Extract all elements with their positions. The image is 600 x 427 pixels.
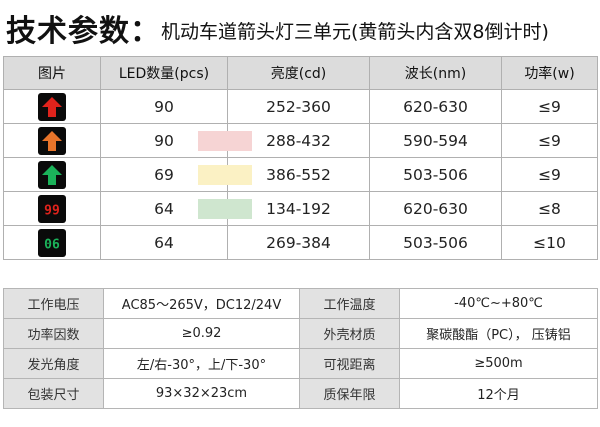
red-arrow-up-icon [38, 92, 66, 121]
table-row: 工作电压 AC85～265V，DC12/24V 工作温度 -40℃~+80℃ [3, 288, 598, 319]
table-row: 69 386-552 503-506 ≤9 [3, 157, 598, 192]
svg-text:99: 99 [44, 203, 60, 218]
wavelength: 620-630 [369, 89, 502, 124]
picture-cell [3, 89, 101, 124]
led-count: 90 [100, 89, 228, 124]
table-row: 90 288-432 590-594 ≤9 [3, 123, 598, 158]
wavelength: 620-630 [369, 191, 502, 226]
value-warranty: 12个月 [399, 378, 598, 409]
value-working-voltage: AC85～265V，DC12/24V [103, 288, 300, 319]
page-title: 技术参数：机动车道箭头灯三单元(黄箭头内含双8倒计时) [6, 6, 549, 49]
header-picture: 图片 [3, 56, 101, 90]
color-swatch [198, 130, 252, 151]
led-count: 64 [100, 225, 228, 260]
value-emission-angle: 左/右-30°，上/下-30° [103, 348, 300, 379]
power: ≤9 [501, 157, 598, 192]
label-working-temperature: 工作温度 [299, 288, 400, 319]
title-main: 技术参数： [6, 14, 161, 49]
header-wavelength: 波长(nm) [369, 56, 502, 90]
color-swatch [198, 164, 252, 185]
header-brightness: 亮度(cd) [227, 56, 370, 90]
label-housing-material: 外壳材质 [299, 318, 400, 349]
value-working-temperature: -40℃~+80℃ [399, 288, 598, 319]
brightness-value: 288-432 [266, 131, 331, 150]
label-emission-angle: 发光角度 [3, 348, 104, 379]
value-housing-material: 聚碳酸酯（PC）， 压铸铝 [399, 318, 598, 349]
brightness-value: 252-360 [266, 97, 331, 116]
color-swatch [198, 198, 252, 219]
wavelength: 590-594 [369, 123, 502, 158]
label-warranty: 质保年限 [299, 378, 400, 409]
brightness-value: 386-552 [266, 165, 331, 184]
power: ≤9 [501, 89, 598, 124]
picture-cell [3, 123, 101, 158]
brightness-value: 134-192 [266, 199, 331, 218]
picture-cell: 06 [3, 225, 101, 260]
green-arrow-up-icon [38, 160, 66, 189]
picture-cell [3, 157, 101, 192]
header-power: 功率(w) [501, 56, 598, 90]
header-led-count: LED数量(pcs) [100, 56, 228, 90]
table-row: 发光角度 左/右-30°，上/下-30° 可视距离 ≥500m [3, 348, 598, 379]
brightness: 269-384 [227, 225, 370, 260]
power: ≤10 [501, 225, 598, 260]
title-sub: 机动车道箭头灯三单元(黄箭头内含双8倒计时) [161, 21, 549, 43]
wavelength: 503-506 [369, 157, 502, 192]
brightness: 288-432 [198, 123, 370, 158]
brightness: 134-192 [198, 191, 370, 226]
value-power-factor: ≥0.92 [103, 318, 300, 349]
table-row: 06 64 269-384 503-506 ≤10 [3, 225, 598, 260]
red-countdown-99-icon: 99 [38, 194, 66, 223]
table-row: 包装尺寸 93×32×23cm 质保年限 12个月 [3, 378, 598, 409]
label-visible-distance: 可视距离 [299, 348, 400, 379]
table-row: 99 64 134-192 620-630 ≤8 [3, 191, 598, 226]
brightness: 386-552 [198, 157, 370, 192]
label-package-size: 包装尺寸 [3, 378, 104, 409]
power: ≤9 [501, 123, 598, 158]
electrical-table: 工作电压 AC85～265V，DC12/24V 工作温度 -40℃~+80℃ 功… [3, 288, 598, 409]
value-visible-distance: ≥500m [399, 348, 598, 379]
table-row: 功率因数 ≥0.92 外壳材质 聚碳酸酯（PC）， 压铸铝 [3, 318, 598, 349]
label-working-voltage: 工作电压 [3, 288, 104, 319]
wavelength: 503-506 [369, 225, 502, 260]
brightness-value: 269-384 [266, 233, 331, 252]
spec-header-row: 图片 LED数量(pcs) 亮度(cd) 波长(nm) 功率(w) [3, 56, 598, 90]
yellow-arrow-up-icon [38, 126, 66, 155]
svg-text:06: 06 [44, 237, 60, 252]
brightness: 252-360 [227, 89, 370, 124]
label-power-factor: 功率因数 [3, 318, 104, 349]
value-package-size: 93×32×23cm [103, 378, 300, 409]
power: ≤8 [501, 191, 598, 226]
table-row: 90 252-360 620-630 ≤9 [3, 89, 598, 124]
picture-cell: 99 [3, 191, 101, 226]
spec-table: 图片 LED数量(pcs) 亮度(cd) 波长(nm) 功率(w) 90 252… [3, 56, 598, 260]
green-countdown-06-icon: 06 [38, 228, 66, 257]
